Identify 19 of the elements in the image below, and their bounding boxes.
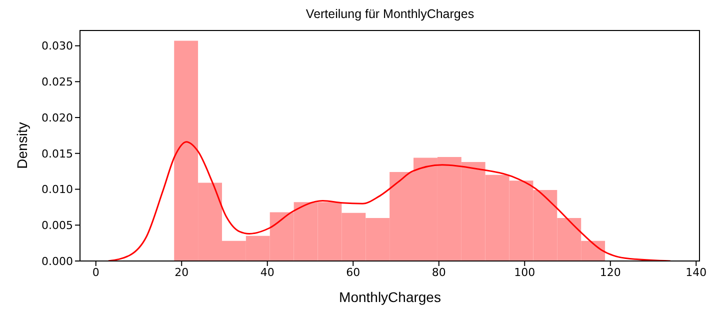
y-tick-label: 0.005 <box>42 219 73 232</box>
y-tick-label: 0.010 <box>42 183 73 196</box>
y-tick-label: 0.020 <box>42 111 73 124</box>
x-tick-label: 80 <box>432 266 446 279</box>
y-tick-label: 0.015 <box>42 147 73 160</box>
x-tick-label: 120 <box>600 266 621 279</box>
x-tick-label: 100 <box>514 266 536 279</box>
x-tick-label: 20 <box>174 266 189 279</box>
x-tick-label: 0 <box>92 266 100 279</box>
line-series <box>108 141 672 261</box>
y-tick-label: 0.000 <box>42 254 73 268</box>
x-tick-label: 60 <box>346 266 360 279</box>
y-tick-label: 0.030 <box>42 40 73 53</box>
y-tick-label: 0.025 <box>42 76 73 89</box>
x-tick-label: 140 <box>686 266 707 279</box>
x-axis-title: MonthlyCharges <box>339 289 441 305</box>
chart-title: Verteilung für MonthlyCharges <box>304 7 476 21</box>
y-axis-title: Density <box>14 122 30 169</box>
x-tick-label: 40 <box>260 266 274 279</box>
